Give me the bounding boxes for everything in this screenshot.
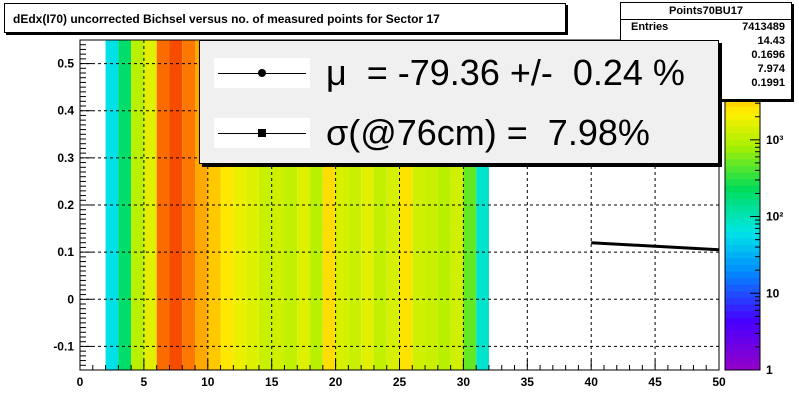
stats-row: 0.1696 bbox=[621, 48, 791, 62]
y-tick-label: 0.2 bbox=[57, 198, 74, 212]
circle-marker-icon bbox=[258, 69, 266, 77]
palette-cell bbox=[725, 119, 760, 127]
z-tick-label: 10 bbox=[766, 286, 780, 300]
palette-cell bbox=[725, 356, 760, 364]
legend-text: μ = -79.36 +/- 0.24 % bbox=[326, 52, 685, 93]
legend-text: σ(@76cm) = 7.98% bbox=[326, 112, 650, 153]
y-tick-label: 0 bbox=[67, 292, 74, 306]
palette-cell bbox=[725, 231, 760, 239]
square-marker-icon bbox=[258, 129, 266, 137]
stats-label: Entries bbox=[631, 21, 669, 33]
x-tick-label: 5 bbox=[141, 375, 148, 389]
palette-cell bbox=[725, 264, 760, 272]
heatmap-cell bbox=[131, 40, 144, 370]
x-tick-label: 40 bbox=[585, 375, 599, 389]
x-tick-label: 25 bbox=[393, 375, 407, 389]
z-tick-label: 1 bbox=[766, 363, 773, 377]
legend-swatch bbox=[214, 58, 310, 88]
heatmap-cell bbox=[169, 40, 183, 370]
stats-value: 0.1696 bbox=[751, 49, 785, 61]
palette-cell bbox=[725, 277, 760, 285]
palette-cell bbox=[725, 165, 760, 173]
x-tick-label: 0 bbox=[77, 375, 84, 389]
palette-cell bbox=[725, 178, 760, 186]
palette-cell bbox=[725, 152, 760, 160]
x-tick-label: 50 bbox=[712, 375, 726, 389]
legend-entry-sigma: σ(@76cm) = 7.98% bbox=[214, 111, 650, 155]
palette-cell bbox=[725, 132, 760, 140]
x-tick-label: 10 bbox=[201, 375, 215, 389]
palette-cell bbox=[725, 106, 760, 114]
stats-value: 7.974 bbox=[757, 63, 785, 75]
x-tick-label: 30 bbox=[457, 375, 471, 389]
palette-cell bbox=[725, 290, 760, 298]
stats-row: 14.43 bbox=[621, 34, 791, 48]
legend-entry-mu: μ = -79.36 +/- 0.24 % bbox=[214, 51, 685, 95]
palette-cell bbox=[725, 257, 760, 265]
x-tick-label: 35 bbox=[521, 375, 535, 389]
palette-cell bbox=[725, 251, 760, 259]
palette-cell bbox=[725, 172, 760, 180]
z-tick-label: 10³ bbox=[766, 133, 783, 147]
palette-cell bbox=[725, 238, 760, 246]
palette-cell bbox=[725, 185, 760, 193]
palette-cell bbox=[725, 363, 760, 371]
stats-row: 0.1991 bbox=[621, 76, 791, 90]
y-tick-label: 0.1 bbox=[57, 245, 74, 259]
x-tick-label: 15 bbox=[265, 375, 279, 389]
palette-cell bbox=[725, 198, 760, 206]
palette-cell bbox=[725, 224, 760, 232]
palette-cell bbox=[725, 205, 760, 213]
chart-title: dEdx(I70) uncorrected Bichsel versus no.… bbox=[4, 3, 566, 33]
stats-value: 0.1991 bbox=[751, 77, 785, 89]
x-tick-label: 20 bbox=[329, 375, 343, 389]
y-tick-label: 0.5 bbox=[57, 57, 74, 71]
palette-cell bbox=[725, 284, 760, 292]
palette-cell bbox=[725, 317, 760, 325]
palette-cell bbox=[725, 139, 760, 147]
palette-cell bbox=[725, 112, 760, 120]
legend-swatch bbox=[214, 118, 310, 148]
palette-cell bbox=[725, 99, 760, 107]
palette-cell bbox=[725, 145, 760, 153]
palette-cell bbox=[725, 310, 760, 318]
stats-title: Points70BU17 bbox=[621, 3, 791, 20]
stats-value: 14.43 bbox=[757, 35, 785, 47]
palette-cell bbox=[725, 125, 760, 133]
palette-cell bbox=[725, 218, 760, 226]
palette-cell bbox=[725, 271, 760, 279]
series-line bbox=[591, 241, 720, 252]
palette-cell bbox=[725, 323, 760, 331]
palette-cell bbox=[725, 343, 760, 351]
palette-cell bbox=[725, 350, 760, 358]
y-tick-label: 0.4 bbox=[57, 104, 74, 118]
palette-cell bbox=[725, 337, 760, 345]
palette-cell bbox=[725, 158, 760, 166]
palette-cell bbox=[725, 304, 760, 312]
y-tick-label: -0.1 bbox=[53, 339, 74, 353]
stats-row: Entries 7413489 bbox=[621, 20, 791, 34]
palette-cell bbox=[725, 297, 760, 305]
stats-value: 7413489 bbox=[742, 21, 785, 33]
palette-cell bbox=[725, 211, 760, 219]
palette-cell bbox=[725, 330, 760, 338]
palette-cell bbox=[725, 244, 760, 252]
heatmap-cell bbox=[143, 40, 157, 370]
palette-cell bbox=[725, 191, 760, 199]
legend-box: μ = -79.36 +/- 0.24 % σ(@76cm) = 7.98% bbox=[199, 40, 719, 164]
stats-row: 7.974 bbox=[621, 62, 791, 76]
x-tick-label: 45 bbox=[648, 375, 662, 389]
y-tick-label: 0.3 bbox=[57, 151, 74, 165]
z-tick-label: 10² bbox=[766, 210, 783, 224]
heatmap-cell bbox=[156, 40, 170, 370]
